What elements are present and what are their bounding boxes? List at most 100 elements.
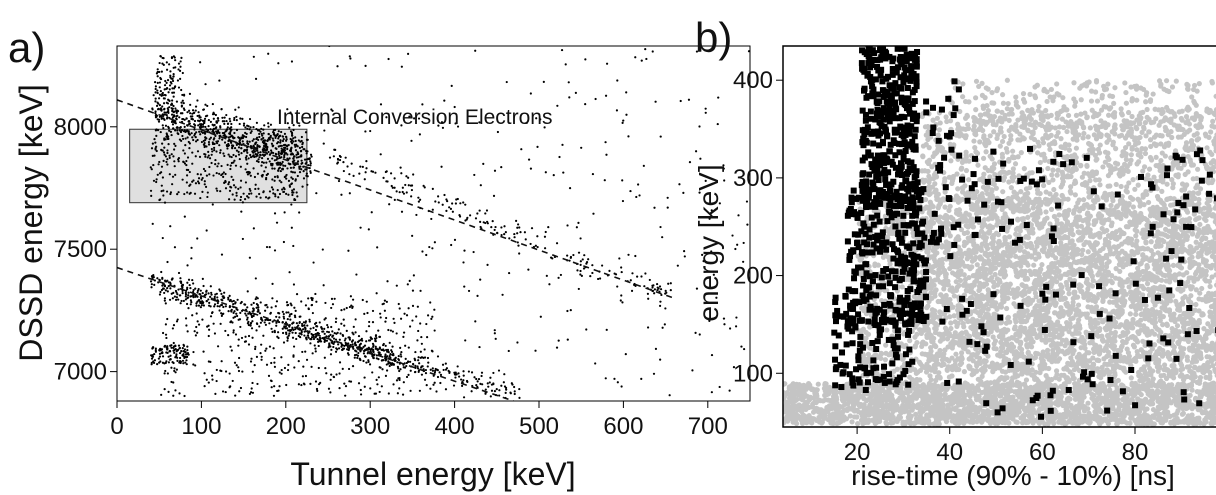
data-point xyxy=(251,310,254,313)
data-point xyxy=(195,304,198,307)
data-point xyxy=(172,127,175,130)
data-point xyxy=(1197,391,1204,397)
data-point xyxy=(347,367,351,371)
data-point xyxy=(1112,413,1118,419)
data-point xyxy=(216,165,219,168)
data-point xyxy=(921,420,928,426)
data-point xyxy=(256,310,259,313)
data-point xyxy=(267,150,270,154)
data-point xyxy=(379,312,382,315)
data-point xyxy=(400,355,403,358)
data-point xyxy=(279,141,282,144)
data-point xyxy=(249,126,252,129)
data-point xyxy=(220,369,223,373)
data-point xyxy=(334,338,338,341)
data-point xyxy=(161,124,164,127)
data-point xyxy=(252,307,255,311)
data-point xyxy=(247,320,250,323)
data-point xyxy=(163,84,167,87)
data-point xyxy=(218,309,221,312)
data-point xyxy=(185,181,188,184)
data-point xyxy=(192,350,195,354)
data-point xyxy=(625,91,628,94)
data-point xyxy=(428,245,431,249)
data-point xyxy=(346,352,350,355)
data-point xyxy=(185,359,188,362)
data-point xyxy=(287,329,290,332)
data-point xyxy=(295,322,298,325)
data-point xyxy=(710,250,713,253)
data-point xyxy=(197,177,201,180)
data-point xyxy=(354,318,357,321)
data-point xyxy=(173,160,176,163)
data-point xyxy=(321,248,324,251)
data-point xyxy=(569,256,572,259)
data-point xyxy=(683,255,686,258)
data-point xyxy=(179,126,182,129)
data-point xyxy=(616,285,619,288)
data-point xyxy=(430,317,433,320)
data-point xyxy=(250,314,253,318)
data-point xyxy=(307,297,310,300)
data-point xyxy=(151,107,154,110)
data-point xyxy=(285,301,289,304)
data-point xyxy=(940,414,947,420)
data-point xyxy=(640,59,643,62)
data-point xyxy=(948,401,954,407)
data-point xyxy=(388,203,391,206)
data-point xyxy=(656,286,659,289)
data-point xyxy=(287,363,290,366)
data-point xyxy=(634,56,637,59)
data-point xyxy=(248,192,251,195)
data-point xyxy=(160,108,163,111)
data-point xyxy=(201,131,204,134)
data-point xyxy=(212,146,216,149)
data-point xyxy=(207,118,210,122)
data-point xyxy=(167,108,170,112)
data-point xyxy=(164,155,168,158)
data-point xyxy=(261,153,265,156)
data-point xyxy=(233,131,236,135)
data-point xyxy=(259,130,262,133)
data-point xyxy=(562,171,565,174)
data-point xyxy=(534,244,537,247)
data-point xyxy=(260,127,263,130)
data-point xyxy=(197,111,200,114)
data-point xyxy=(455,373,458,376)
data-point xyxy=(187,353,190,356)
data-point xyxy=(338,372,341,375)
data-point xyxy=(307,307,310,310)
data-point xyxy=(293,314,297,317)
data-point xyxy=(536,245,539,249)
data-point xyxy=(462,379,465,382)
data-point xyxy=(348,347,351,350)
data-point xyxy=(322,284,325,287)
data-point xyxy=(374,339,377,342)
data-point xyxy=(199,61,202,64)
data-point xyxy=(399,317,403,320)
data-point xyxy=(222,171,225,174)
data-point xyxy=(274,136,277,140)
x-tick-label: 600 xyxy=(603,413,643,440)
data-point xyxy=(556,104,559,107)
data-point xyxy=(479,278,482,281)
data-point xyxy=(172,95,175,98)
data-point xyxy=(364,130,367,133)
data-point xyxy=(238,140,241,143)
data-point xyxy=(283,211,286,214)
data-point xyxy=(631,272,634,275)
data-point xyxy=(456,125,460,128)
data-point xyxy=(653,288,657,291)
data-point xyxy=(178,356,182,360)
data-point xyxy=(234,155,238,158)
data-point xyxy=(298,171,302,174)
data-point xyxy=(395,190,398,193)
data-point xyxy=(256,297,259,300)
data-point xyxy=(364,171,367,174)
data-point xyxy=(669,289,672,292)
data-point xyxy=(282,317,286,320)
data-point xyxy=(249,324,252,327)
data-point xyxy=(292,345,296,348)
data-point xyxy=(283,366,287,370)
data-point xyxy=(332,345,335,349)
